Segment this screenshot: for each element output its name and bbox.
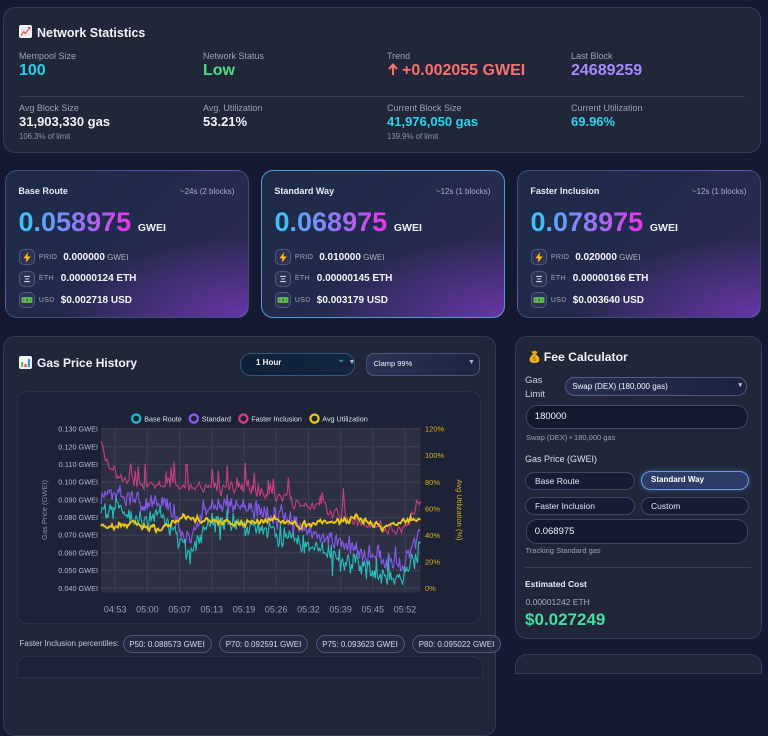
svg-text:0.090 GWEI: 0.090 GWEI [58,495,98,504]
svg-text:05:26: 05:26 [265,605,288,615]
svg-text:Avg Utilization: Avg Utilization [322,414,367,423]
svg-text:0.040 GWEI: 0.040 GWEI [58,584,98,593]
svg-text:04:53: 04:53 [104,605,127,615]
svg-text:05:32: 05:32 [297,605,320,615]
svg-text:80%: 80% [425,478,440,487]
svg-text:40%: 40% [425,531,440,540]
svg-text:05:07: 05:07 [168,605,191,615]
svg-text:0.120 GWEI: 0.120 GWEI [58,442,98,451]
svg-text:05:39: 05:39 [329,605,352,615]
svg-text:0.080 GWEI: 0.080 GWEI [58,513,98,522]
svg-text:0.060 GWEI: 0.060 GWEI [58,548,98,557]
svg-text:$: $ [532,356,536,363]
svg-text:0%: 0% [425,584,436,593]
svg-text:100%: 100% [425,451,445,460]
svg-text:0.070 GWEI: 0.070 GWEI [58,531,98,540]
svg-text:0.130 GWEI: 0.130 GWEI [58,425,98,434]
svg-text:05:45: 05:45 [362,605,385,615]
svg-text:05:52: 05:52 [394,605,417,615]
svg-text:0.100 GWEI: 0.100 GWEI [58,478,98,487]
svg-text:120%: 120% [425,425,445,434]
svg-text:60%: 60% [425,504,440,513]
svg-text:Avg Utilization (%): Avg Utilization (%) [455,479,464,541]
svg-text:05:00: 05:00 [136,605,159,615]
svg-text:0.050 GWEI: 0.050 GWEI [58,566,98,575]
svg-text:Gas Price (GWEI): Gas Price (GWEI) [40,480,49,541]
svg-text:0.110 GWEI: 0.110 GWEI [59,460,98,469]
svg-text:Standard: Standard [202,414,231,423]
svg-text:20%: 20% [425,557,440,566]
svg-text:05:13: 05:13 [201,605,224,615]
svg-text:Faster Inclusion: Faster Inclusion [251,414,302,423]
svg-text:Base Route: Base Route [144,414,182,423]
svg-text:05:19: 05:19 [233,605,256,615]
